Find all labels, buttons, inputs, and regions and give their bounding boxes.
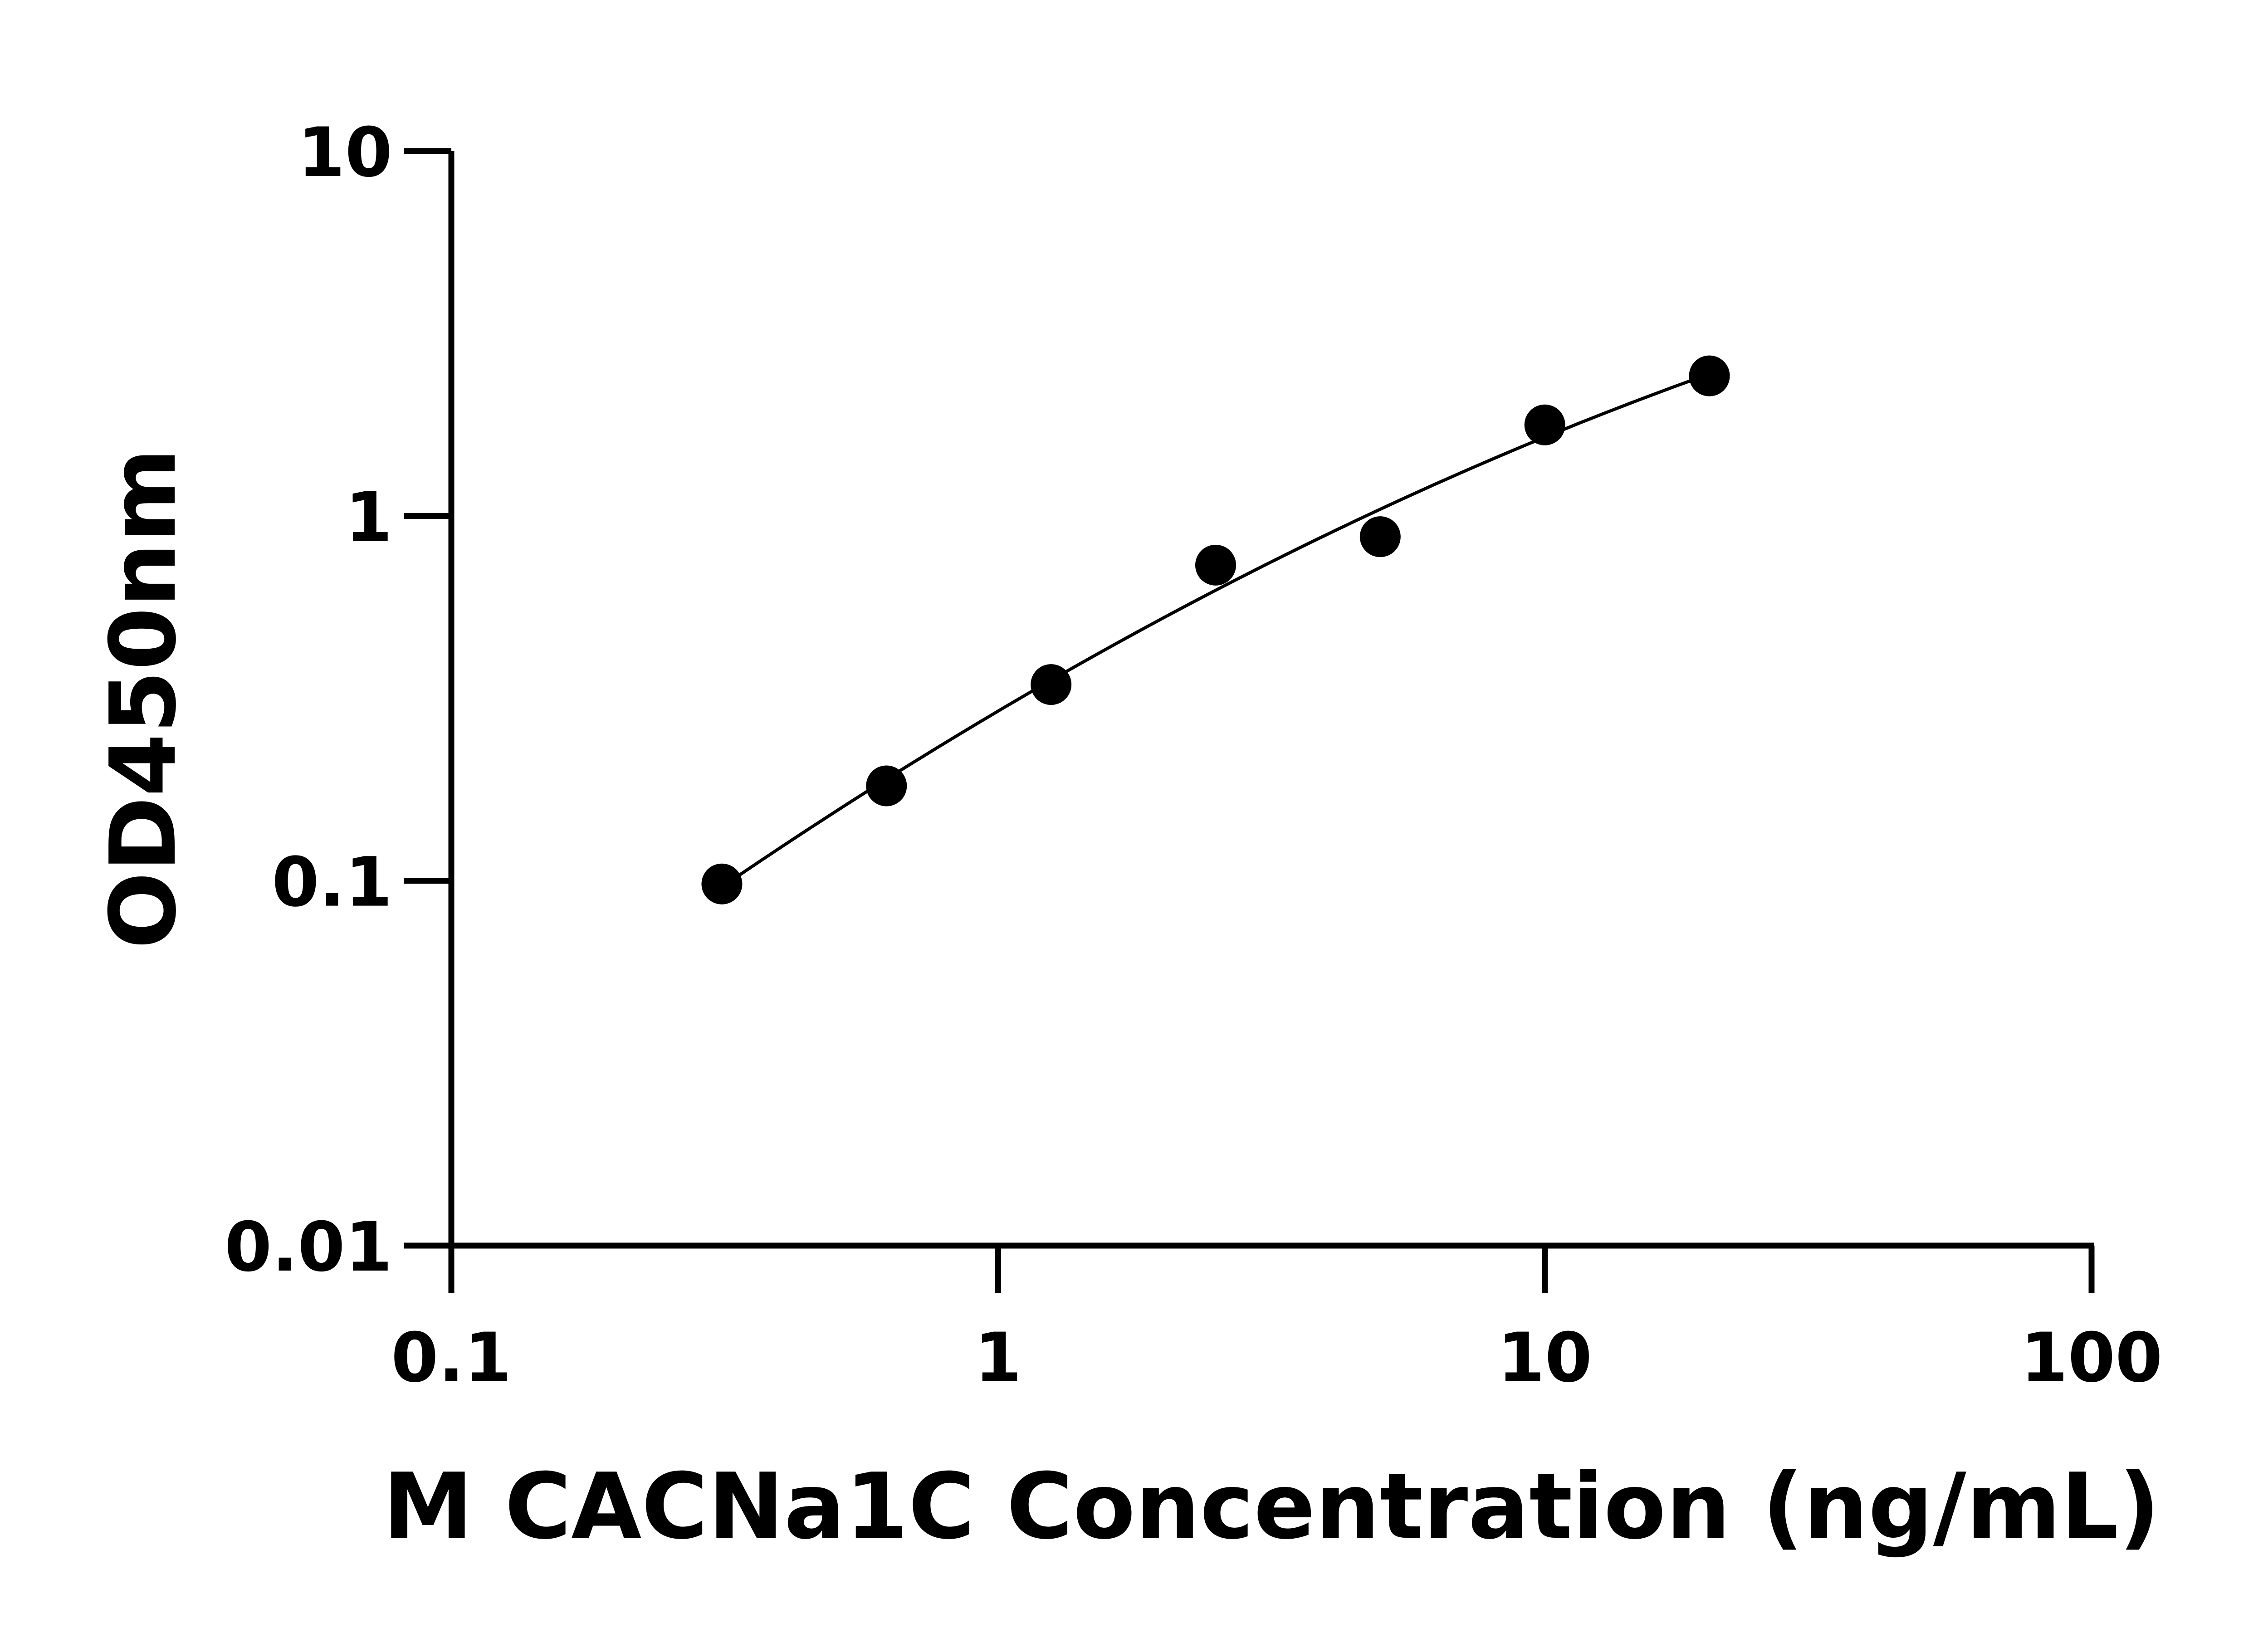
data-point: [701, 863, 743, 905]
fit-curve: [721, 372, 1710, 889]
y-axis-label: OD450nm: [91, 448, 196, 949]
y-tick-label: 1: [345, 478, 392, 557]
x-tick-label: 1: [974, 1319, 1022, 1398]
x-tick-label: 0.1: [391, 1319, 512, 1398]
x-axis-label: M CACNa1C Concentration (ng/mL): [383, 1454, 2160, 1560]
data-point: [1359, 516, 1401, 557]
data-point: [1031, 664, 1072, 705]
y-tick-label: 10: [298, 113, 392, 192]
x-tick-label: 100: [2020, 1319, 2162, 1398]
axes: 0.01 0.1 1 10 0.1 1 10 100: [225, 113, 2163, 1398]
data-point: [1689, 355, 1730, 396]
data-point: [866, 765, 907, 807]
y-tick-label: 0.01: [225, 1208, 392, 1287]
data-point: [1524, 404, 1565, 445]
data-point: [1195, 544, 1236, 586]
y-tick-label: 0.1: [272, 843, 392, 922]
fit-curve-group: [721, 372, 1710, 889]
x-tick-label: 10: [1497, 1319, 1592, 1398]
data-points: [701, 355, 1730, 905]
